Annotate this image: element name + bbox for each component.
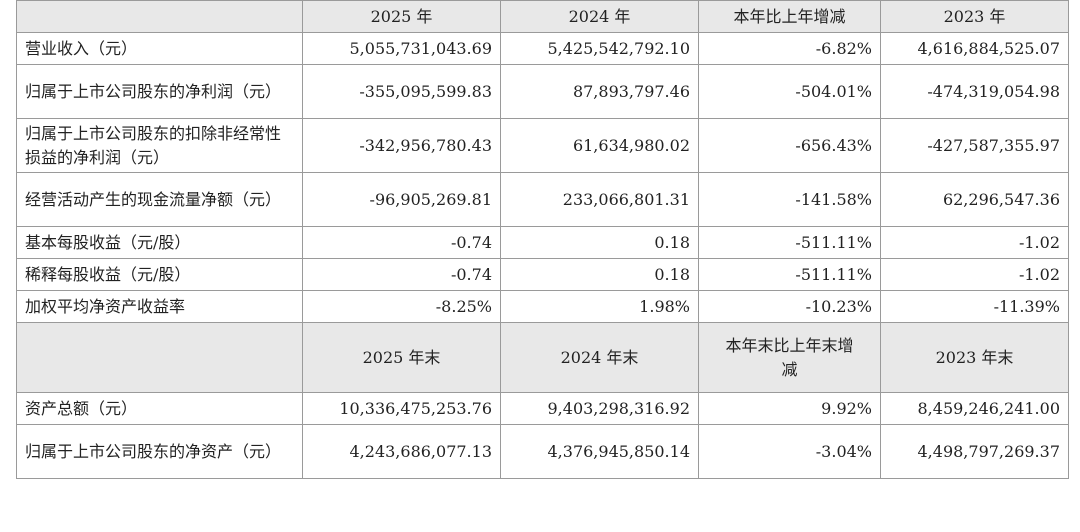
cell-2023-end: 4,498,797,269.37 xyxy=(880,424,1069,479)
cell-2025: -0.74 xyxy=(302,226,501,259)
row-label: 归属于上市公司股东的扣除非经常性损益的净利润（元） xyxy=(16,118,303,173)
cell-change: -6.82% xyxy=(698,32,881,65)
table-header-row: 2025 年 2024 年 本年比上年增减 2023 年 xyxy=(16,0,1069,33)
cell-2023: 4,616,884,525.07 xyxy=(880,32,1069,65)
header-2023: 2023 年 xyxy=(880,0,1069,33)
cell-2023: 62,296,547.36 xyxy=(880,172,1069,227)
subheader-2024-end: 2024 年末 xyxy=(500,322,699,393)
header-2024: 2024 年 xyxy=(500,0,699,33)
cell-2025: -342,956,780.43 xyxy=(302,118,501,173)
cell-2025: -8.25% xyxy=(302,290,501,323)
cell-change: 9.92% xyxy=(698,392,881,425)
table-row: 资产总额（元） 10,336,475,253.76 9,403,298,316.… xyxy=(16,392,1069,425)
table-row: 营业收入（元） 5,055,731,043.69 5,425,542,792.1… xyxy=(16,32,1069,65)
row-label: 稀释每股收益（元/股） xyxy=(16,258,303,291)
subheader-corner-cell xyxy=(16,322,303,393)
table-row: 基本每股收益（元/股） -0.74 0.18 -511.11% -1.02 xyxy=(16,226,1069,259)
cell-2023: -11.39% xyxy=(880,290,1069,323)
cell-2023: -1.02 xyxy=(880,226,1069,259)
cell-2024: 233,066,801.31 xyxy=(500,172,699,227)
cell-change: -10.23% xyxy=(698,290,881,323)
cell-2025: 5,055,731,043.69 xyxy=(302,32,501,65)
table-subheader-row: 2025 年末 2024 年末 本年末比上年末增减 2023 年末 xyxy=(16,322,1069,393)
financial-summary-table: 2025 年 2024 年 本年比上年增减 2023 年 营业收入（元） 5,0… xyxy=(16,0,1069,479)
subheader-2025-end: 2025 年末 xyxy=(302,322,501,393)
header-2025: 2025 年 xyxy=(302,0,501,33)
cell-2024-end: 4,376,945,850.14 xyxy=(500,424,699,479)
row-label: 资产总额（元） xyxy=(16,392,303,425)
row-label: 基本每股收益（元/股） xyxy=(16,226,303,259)
cell-2025: -96,905,269.81 xyxy=(302,172,501,227)
cell-2025-end: 4,243,686,077.13 xyxy=(302,424,501,479)
cell-2024: 0.18 xyxy=(500,226,699,259)
row-label: 经营活动产生的现金流量净额（元） xyxy=(16,172,303,227)
cell-2025: -0.74 xyxy=(302,258,501,291)
row-label: 营业收入（元） xyxy=(16,32,303,65)
cell-2024: 1.98% xyxy=(500,290,699,323)
table-row: 加权平均净资产收益率 -8.25% 1.98% -10.23% -11.39% xyxy=(16,290,1069,323)
cell-change: -141.58% xyxy=(698,172,881,227)
financial-table-container: 2025 年 2024 年 本年比上年增减 2023 年 营业收入（元） 5,0… xyxy=(16,0,1069,479)
header-corner-cell xyxy=(16,0,303,33)
cell-2023: -427,587,355.97 xyxy=(880,118,1069,173)
cell-2025: -355,095,599.83 xyxy=(302,64,501,119)
cell-change: -511.11% xyxy=(698,258,881,291)
header-change: 本年比上年增减 xyxy=(698,0,881,33)
subheader-change: 本年末比上年末增减 xyxy=(698,322,881,393)
cell-2025-end: 10,336,475,253.76 xyxy=(302,392,501,425)
row-label: 加权平均净资产收益率 xyxy=(16,290,303,323)
cell-2024: 87,893,797.46 xyxy=(500,64,699,119)
table-row: 经营活动产生的现金流量净额（元） -96,905,269.81 233,066,… xyxy=(16,172,1069,227)
row-label: 归属于上市公司股东的净资产（元） xyxy=(16,424,303,479)
table-row: 归属于上市公司股东的净利润（元） -355,095,599.83 87,893,… xyxy=(16,64,1069,119)
cell-change: -656.43% xyxy=(698,118,881,173)
row-label: 归属于上市公司股东的净利润（元） xyxy=(16,64,303,119)
subheader-2023-end: 2023 年末 xyxy=(880,322,1069,393)
table-row: 归属于上市公司股东的净资产（元） 4,243,686,077.13 4,376,… xyxy=(16,424,1069,479)
cell-2024: 61,634,980.02 xyxy=(500,118,699,173)
cell-2023: -1.02 xyxy=(880,258,1069,291)
cell-change: -3.04% xyxy=(698,424,881,479)
cell-2024: 0.18 xyxy=(500,258,699,291)
cell-change: -511.11% xyxy=(698,226,881,259)
subheader-change-text: 本年末比上年末增减 xyxy=(725,335,854,379)
cell-2023-end: 8,459,246,241.00 xyxy=(880,392,1069,425)
cell-2024: 5,425,542,792.10 xyxy=(500,32,699,65)
table-row: 稀释每股收益（元/股） -0.74 0.18 -511.11% -1.02 xyxy=(16,258,1069,291)
cell-2023: -474,319,054.98 xyxy=(880,64,1069,119)
cell-change: -504.01% xyxy=(698,64,881,119)
table-row: 归属于上市公司股东的扣除非经常性损益的净利润（元） -342,956,780.4… xyxy=(16,118,1069,173)
cell-2024-end: 9,403,298,316.92 xyxy=(500,392,699,425)
